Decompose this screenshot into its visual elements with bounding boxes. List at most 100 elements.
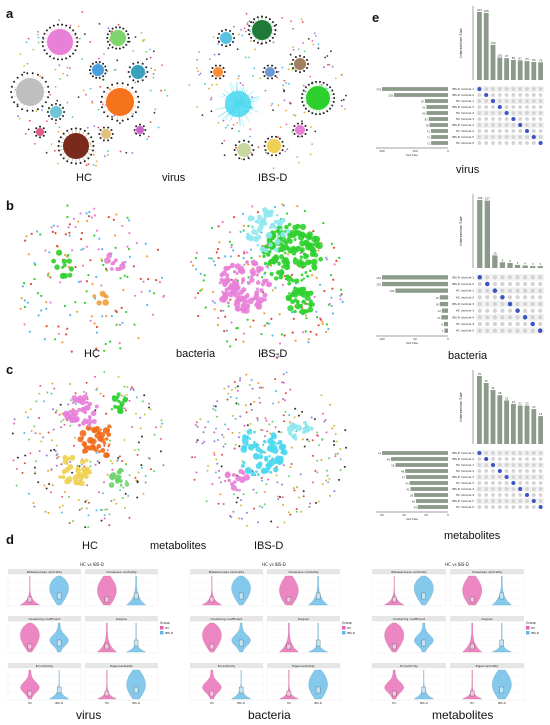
- network-node: [238, 33, 240, 36]
- network-node: [312, 481, 315, 484]
- network-node: [301, 120, 303, 123]
- network-node: [89, 460, 92, 463]
- network-node: [123, 439, 126, 441]
- network-node: [69, 424, 72, 427]
- boxplot-ibsd: [133, 686, 139, 694]
- upset-matrix-dot: [504, 481, 509, 485]
- upset-set-size-bar: [430, 129, 448, 133]
- upset-set-name: HC module 3: [456, 481, 474, 485]
- network-node: [35, 460, 37, 463]
- network-node: [289, 53, 292, 56]
- upset-matrix-dot: [530, 275, 535, 280]
- network-node: [247, 276, 250, 279]
- network-node: [214, 405, 217, 408]
- network-node: [217, 439, 219, 441]
- upset-matrix-dot: [497, 463, 502, 467]
- network-node: [33, 262, 36, 265]
- network-node: [233, 216, 236, 219]
- upset-matrix-dot: [484, 475, 489, 479]
- network-node: [87, 514, 90, 517]
- upset-set-name: HC module 1: [456, 463, 474, 467]
- network-node: [207, 464, 210, 467]
- network-node: [29, 452, 32, 455]
- network-node: [249, 135, 251, 138]
- network-node: [224, 443, 227, 445]
- violin-legend-label: HC: [165, 626, 169, 630]
- network-node: [250, 257, 253, 260]
- upset-matrix-dot: [497, 499, 502, 503]
- network-node: [191, 264, 195, 267]
- network-node: [245, 411, 248, 414]
- upset-matrix-dot: [531, 93, 536, 97]
- violin-ibsd: [49, 575, 69, 606]
- network-node: [104, 412, 107, 415]
- network-node: [88, 501, 90, 504]
- network-node: [154, 69, 157, 72]
- upset-matrix-dot: [525, 111, 529, 115]
- violin-group-tick: IBS-D: [132, 701, 141, 705]
- upset-matrix-dot: [485, 328, 490, 333]
- network-node: [36, 230, 39, 233]
- upset-matrix-dot: [522, 295, 528, 300]
- network-node: [58, 19, 61, 21]
- boxplot-ibsd: [315, 686, 321, 694]
- network-node: [281, 17, 283, 19]
- network-node: [102, 103, 104, 106]
- network-node: [339, 448, 342, 450]
- upset-matrix-dot: [504, 499, 509, 503]
- network-node: [103, 155, 106, 158]
- upset-bar-label: 298: [484, 9, 489, 13]
- upset-matrix-dot: [477, 475, 482, 479]
- network-node: [130, 386, 133, 389]
- bacteria-hc-label: HC: [84, 348, 100, 360]
- upset-bar-label: 108: [477, 196, 482, 200]
- upset-matrix-dot: [515, 315, 520, 320]
- network-node: [122, 288, 125, 292]
- network-node: [243, 252, 246, 255]
- network-node: [292, 317, 295, 320]
- network-node: [145, 58, 148, 61]
- network-node: [221, 433, 224, 436]
- network-node: [317, 435, 320, 437]
- upset-matrix-dot: [500, 288, 505, 293]
- upset-intersection-bar: [517, 60, 523, 80]
- network-node: [84, 33, 86, 35]
- upset-matrix-dot-active: [531, 134, 536, 140]
- upset-matrix-dot: [511, 87, 516, 91]
- violin-legend-title: Group: [342, 621, 352, 625]
- network-node: [55, 454, 58, 457]
- network-node: [345, 446, 348, 449]
- network-node: [143, 413, 146, 416]
- violin-legend-swatch: [526, 626, 530, 630]
- network-node: [68, 496, 70, 498]
- network-node: [127, 494, 130, 497]
- upset-set-name: HC module 2: [456, 111, 474, 115]
- network-node: [225, 329, 228, 332]
- network-node: [103, 514, 106, 517]
- network-node: [291, 130, 294, 133]
- network-node: [19, 307, 22, 310]
- network-node: [325, 431, 328, 434]
- upset-matrix-dot: [511, 135, 516, 139]
- network-node: [109, 460, 112, 462]
- network-cluster: [240, 429, 288, 477]
- upset-set-size-label: 48: [401, 469, 405, 473]
- upset-bar-label: 39: [478, 372, 482, 376]
- network-node: [250, 152, 253, 154]
- upset-matrix-dot: [484, 105, 489, 109]
- network-node: [307, 38, 310, 40]
- upset-set-size-bar: [439, 295, 449, 300]
- network-node: [20, 297, 23, 300]
- upset-bar-label: 107: [485, 197, 490, 201]
- upset-matrix-dot: [484, 487, 489, 491]
- network-node: [237, 436, 240, 439]
- network-node: [50, 143, 53, 146]
- network-node: [291, 68, 294, 71]
- upset-matrix-dot: [477, 117, 482, 121]
- network-node: [287, 475, 290, 478]
- violin-metric-title: Eigencentrality: [476, 664, 499, 668]
- upset-matrix-dot: [497, 111, 502, 115]
- upset-matrix-dot: [485, 308, 490, 313]
- network-node: [303, 209, 306, 213]
- network-node: [229, 345, 232, 348]
